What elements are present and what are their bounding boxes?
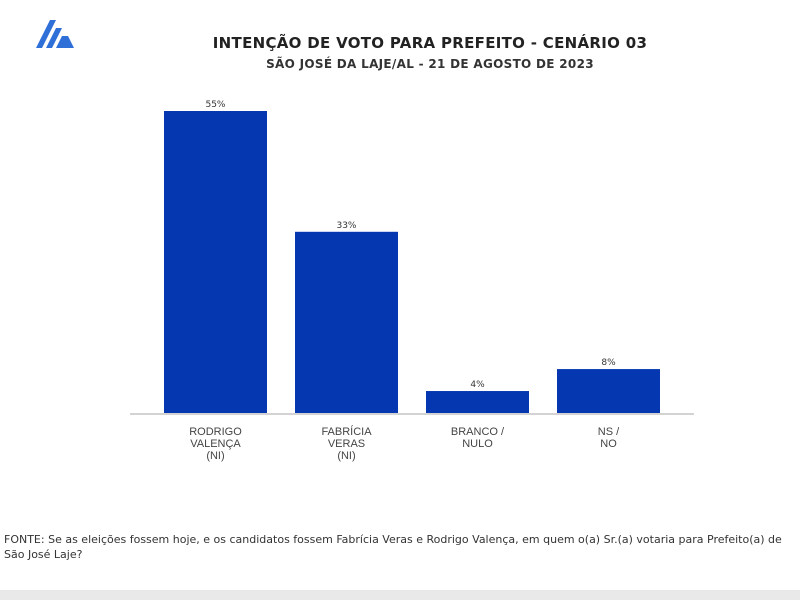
data-label: 4% <box>470 380 485 390</box>
data-label: 55% <box>205 100 225 110</box>
category-label: NO <box>600 438 617 450</box>
source-note: FONTE: Se as eleições fossem hoje, e os … <box>4 533 782 561</box>
data-label: 8% <box>601 358 616 368</box>
chart-subtitle: SÃO JOSÉ DA LAJE/AL - 21 DE AGOSTO DE 20… <box>266 57 594 71</box>
category-label: (NI) <box>337 450 355 462</box>
bar-2 <box>295 231 398 413</box>
bar-1 <box>164 111 267 413</box>
bar-3 <box>426 391 529 413</box>
category-label: RODRIGO <box>189 426 242 438</box>
bar-chart: 55%RODRIGOVALENÇA(NI)33%FABRÍCIAVERAS(NI… <box>130 100 694 462</box>
brand-logo-icon <box>36 20 74 48</box>
category-label: BRANCO / <box>451 426 505 438</box>
category-label: (NI) <box>206 450 224 462</box>
category-label: NS / <box>598 426 620 438</box>
category-label: VERAS <box>328 438 365 450</box>
bar-4 <box>557 369 660 413</box>
category-label: NULO <box>462 438 493 450</box>
category-label: VALENÇA <box>190 438 241 450</box>
bottom-bar <box>0 590 800 600</box>
data-label: 33% <box>336 221 356 231</box>
category-label: FABRÍCIA <box>321 425 372 438</box>
chart-title: INTENÇÃO DE VOTO PARA PREFEITO - CENÁRIO… <box>212 34 648 52</box>
